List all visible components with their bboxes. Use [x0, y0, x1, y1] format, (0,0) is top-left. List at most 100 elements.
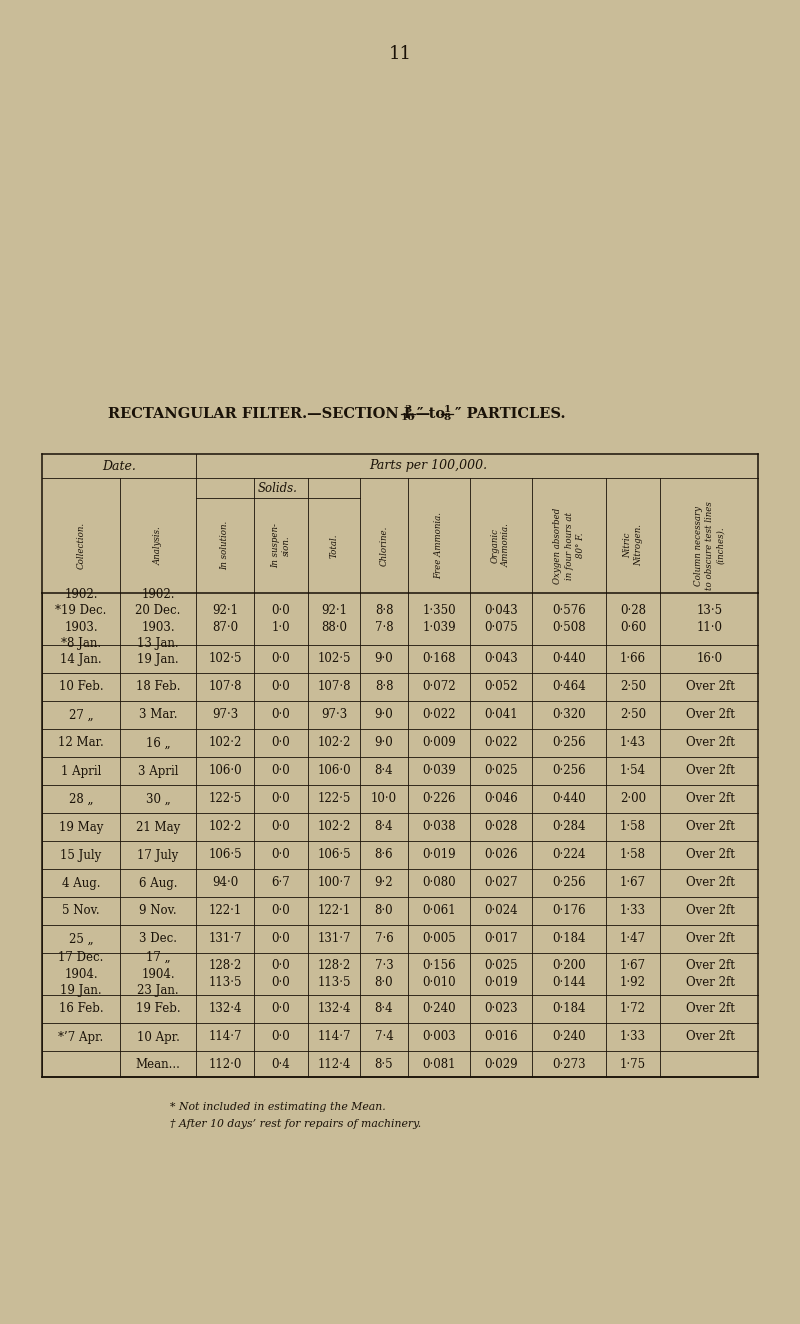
Text: 0·156
0·010: 0·156 0·010: [422, 960, 456, 989]
Text: Collection.: Collection.: [77, 522, 86, 569]
Text: 8·0: 8·0: [374, 904, 394, 918]
Text: 106·0: 106·0: [208, 764, 242, 777]
Text: 0·041: 0·041: [484, 708, 518, 722]
Text: Over 2ft: Over 2ft: [686, 764, 734, 777]
Text: *’7 Apr.: *’7 Apr.: [58, 1030, 104, 1043]
Text: 92·1
88·0: 92·1 88·0: [321, 604, 347, 634]
Text: 122·5: 122·5: [208, 793, 242, 805]
Text: 8·4: 8·4: [374, 821, 394, 834]
Text: 9·0: 9·0: [374, 736, 394, 749]
Text: Over 2ft: Over 2ft: [686, 793, 734, 805]
Text: 10 Apr.: 10 Apr.: [137, 1030, 179, 1043]
Text: 0·256: 0·256: [552, 876, 586, 890]
Text: 112·0: 112·0: [208, 1058, 242, 1071]
Text: 0·200
0·144: 0·200 0·144: [552, 960, 586, 989]
Text: Total.: Total.: [330, 534, 338, 557]
Text: 0·017: 0·017: [484, 932, 518, 945]
Text: 0·043
0·075: 0·043 0·075: [484, 604, 518, 634]
Text: 9·2: 9·2: [374, 876, 394, 890]
Text: 8·8: 8·8: [374, 681, 394, 694]
Text: 9 Nov.: 9 Nov.: [139, 904, 177, 918]
Text: 94·0: 94·0: [212, 876, 238, 890]
Text: 0·052: 0·052: [484, 681, 518, 694]
Text: 16 „: 16 „: [146, 736, 170, 749]
Text: 10 Feb.: 10 Feb.: [58, 681, 103, 694]
Text: 0·256: 0·256: [552, 736, 586, 749]
Text: 8·4: 8·4: [374, 764, 394, 777]
Text: Parts per 100,000.: Parts per 100,000.: [369, 459, 487, 473]
Text: 0·026: 0·026: [484, 849, 518, 862]
Text: 0·0: 0·0: [272, 1030, 290, 1043]
Text: 3 Mar.: 3 Mar.: [138, 708, 178, 722]
Text: 114·7: 114·7: [318, 1030, 350, 1043]
Text: 2·50: 2·50: [620, 681, 646, 694]
Text: 106·0: 106·0: [317, 764, 351, 777]
Text: 6·7: 6·7: [272, 876, 290, 890]
Text: 102·2: 102·2: [318, 821, 350, 834]
Text: 102·5: 102·5: [318, 653, 350, 666]
Text: 0·284: 0·284: [552, 821, 586, 834]
Text: 0·029: 0·029: [484, 1058, 518, 1071]
Text: Over 2ft: Over 2ft: [686, 932, 734, 945]
Text: 1902.
*19 Dec.
1903.
*8 Jan.: 1902. *19 Dec. 1903. *8 Jan.: [55, 588, 106, 650]
Text: In suspen-
sion.: In suspen- sion.: [271, 523, 291, 568]
Text: 2·00: 2·00: [620, 793, 646, 805]
Text: 25 „: 25 „: [69, 932, 94, 945]
Text: 107·8: 107·8: [318, 681, 350, 694]
Text: 0·046: 0·046: [484, 793, 518, 805]
Text: 8: 8: [443, 413, 450, 422]
Text: 0·061: 0·061: [422, 904, 456, 918]
Text: 100·7: 100·7: [317, 876, 351, 890]
Text: 21 May: 21 May: [136, 821, 180, 834]
Text: 9·0: 9·0: [374, 653, 394, 666]
Text: 5 Nov.: 5 Nov.: [62, 904, 100, 918]
Text: 17 „
1904.
23 Jan.: 17 „ 1904. 23 Jan.: [137, 951, 179, 997]
Text: 0·28
0·60: 0·28 0·60: [620, 604, 646, 634]
Text: 0·0
0·0: 0·0 0·0: [272, 960, 290, 989]
Text: 106·5: 106·5: [208, 849, 242, 862]
Text: 1·33: 1·33: [620, 1030, 646, 1043]
Text: 8·4: 8·4: [374, 1002, 394, 1016]
Text: 122·5: 122·5: [318, 793, 350, 805]
Text: Over 2ft: Over 2ft: [686, 708, 734, 722]
Text: 1·66: 1·66: [620, 653, 646, 666]
Text: 0·0: 0·0: [272, 736, 290, 749]
Text: 0·009: 0·009: [422, 736, 456, 749]
Text: Oxygen absorbed
in four hours at
80° F.: Oxygen absorbed in four hours at 80° F.: [554, 507, 585, 584]
Text: 0·0: 0·0: [272, 653, 290, 666]
Text: 3 Dec.: 3 Dec.: [139, 932, 177, 945]
Text: 0·464: 0·464: [552, 681, 586, 694]
Text: 132·4: 132·4: [318, 1002, 350, 1016]
Text: ″ PARTICLES.: ″ PARTICLES.: [455, 406, 566, 421]
Text: Analysis.: Analysis.: [154, 526, 162, 565]
Text: RECTANGULAR FILTER.—SECTION I.—: RECTANGULAR FILTER.—SECTION I.—: [108, 406, 430, 421]
Text: 0·019: 0·019: [422, 849, 456, 862]
Text: 0·005: 0·005: [422, 932, 456, 945]
Text: 15 July: 15 July: [60, 849, 102, 862]
Text: Over 2ft: Over 2ft: [686, 876, 734, 890]
Text: 0·080: 0·080: [422, 876, 456, 890]
Text: 3 April: 3 April: [138, 764, 178, 777]
Text: 2·50: 2·50: [620, 708, 646, 722]
Text: 128·2
113·5: 128·2 113·5: [208, 960, 242, 989]
Text: 1·350
1·039: 1·350 1·039: [422, 604, 456, 634]
Text: 27 „: 27 „: [69, 708, 94, 722]
Text: 1902.
20 Dec.
1903.
13 Jan.: 1902. 20 Dec. 1903. 13 Jan.: [135, 588, 181, 650]
Text: In solution.: In solution.: [221, 520, 230, 571]
Text: 0·240: 0·240: [552, 1030, 586, 1043]
Text: 0·256: 0·256: [552, 764, 586, 777]
Text: 0·022: 0·022: [484, 736, 518, 749]
Text: 0·0: 0·0: [272, 1002, 290, 1016]
Text: 12 Mar.: 12 Mar.: [58, 736, 104, 749]
Text: 30 „: 30 „: [146, 793, 170, 805]
Text: 0·043: 0·043: [484, 653, 518, 666]
Text: Over 2ft: Over 2ft: [686, 736, 734, 749]
Text: 17 Dec.
1904.
19 Jan.: 17 Dec. 1904. 19 Jan.: [58, 951, 104, 997]
Text: 97·3: 97·3: [212, 708, 238, 722]
Text: 0·0: 0·0: [272, 821, 290, 834]
Text: 102·2: 102·2: [208, 821, 242, 834]
Text: 0·0: 0·0: [272, 904, 290, 918]
Text: 102·2: 102·2: [208, 736, 242, 749]
Text: Solids.: Solids.: [258, 482, 298, 494]
Text: 102·2: 102·2: [318, 736, 350, 749]
